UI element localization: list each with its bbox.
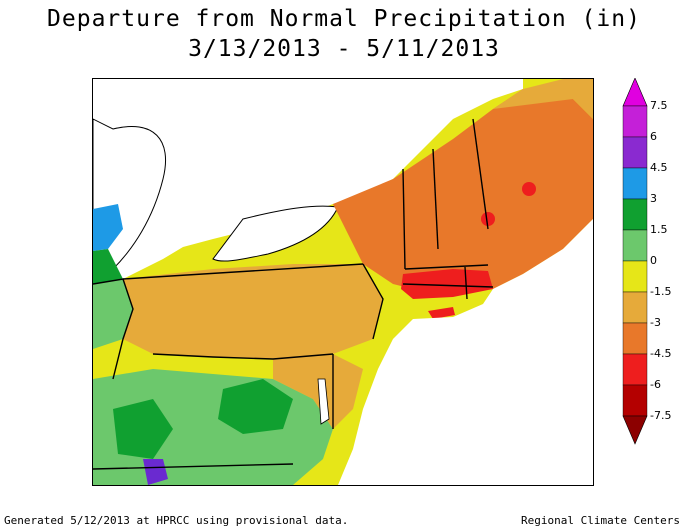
legend-swatch [622, 105, 648, 138]
legend-swatch [622, 136, 648, 169]
border-ny-pa [122, 263, 364, 280]
legend-swatch [622, 322, 648, 355]
border-pa-md [152, 353, 334, 360]
legend-swatch [622, 198, 648, 231]
maine-north [493, 79, 593, 119]
legend-swatch [622, 229, 648, 262]
chesapeake-bay [317, 378, 330, 425]
map-canvas [93, 79, 593, 485]
legend-tick-label: 3 [650, 192, 657, 205]
legend-tick-label: -3 [650, 316, 661, 329]
very-dry-spot-nh [481, 212, 495, 226]
legend-tick-label: -7.5 [650, 409, 672, 422]
legend-tick-label: -6 [650, 378, 661, 391]
legend-tick-label: 4.5 [650, 161, 668, 174]
wet-area-virginia [218, 379, 293, 434]
legend-tick-label: 0 [650, 254, 657, 267]
border-ct-ri [464, 266, 468, 300]
wet-area-wv [113, 399, 173, 459]
border-nh-me [472, 118, 489, 230]
atlantic-ocean [338, 219, 593, 485]
legend-swatch [622, 384, 648, 417]
dry-area-pennsylvania [123, 264, 383, 359]
dry-area-maryland [273, 354, 363, 429]
very-wet-spot [143, 459, 168, 485]
lake-ontario [212, 205, 339, 262]
border-ma-north [404, 264, 489, 270]
precipitation-map [92, 78, 594, 486]
border-vt-nh [432, 148, 439, 250]
legend-swatch [622, 167, 648, 200]
very-dry-spot-me [522, 182, 536, 196]
canada-region [93, 79, 523, 284]
border-pa-oh [93, 278, 134, 380]
border-ny-nj [362, 263, 384, 340]
legend-swatch [622, 291, 648, 324]
map-title: Departure from Normal Precipitation (in) [47, 6, 641, 32]
legend-tick-label: -1.5 [650, 285, 672, 298]
legend-cap-top [622, 78, 648, 107]
dry-area-new-england [333, 89, 593, 294]
very-dry-long-island [428, 307, 455, 319]
legend-tick-label: 1.5 [650, 223, 668, 236]
legend-swatch [622, 260, 648, 293]
legend-swatch [622, 353, 648, 386]
border-ma-ct [402, 283, 494, 288]
wet-area-ohio-north [93, 249, 123, 284]
border-ny-vt [402, 168, 406, 270]
state-borders [93, 118, 494, 470]
wet-area-ohio [93, 279, 133, 349]
legend-tick-label: 6 [650, 130, 657, 143]
border-va-nc [93, 463, 294, 470]
wet-area-michigan [93, 204, 123, 251]
footer-source: Regional Climate Centers [521, 514, 680, 527]
legend-colorbar [622, 78, 648, 445]
legend-tick-label: 7.5 [650, 99, 668, 112]
legend-tick-label: -4.5 [650, 347, 672, 360]
footer-generated-note: Generated 5/12/2013 at HPRCC using provi… [4, 514, 349, 527]
map-date-range: 3/13/2013 - 5/11/2013 [188, 36, 500, 62]
legend-cap-bottom [622, 415, 648, 445]
very-dry-connecticut [401, 269, 493, 299]
